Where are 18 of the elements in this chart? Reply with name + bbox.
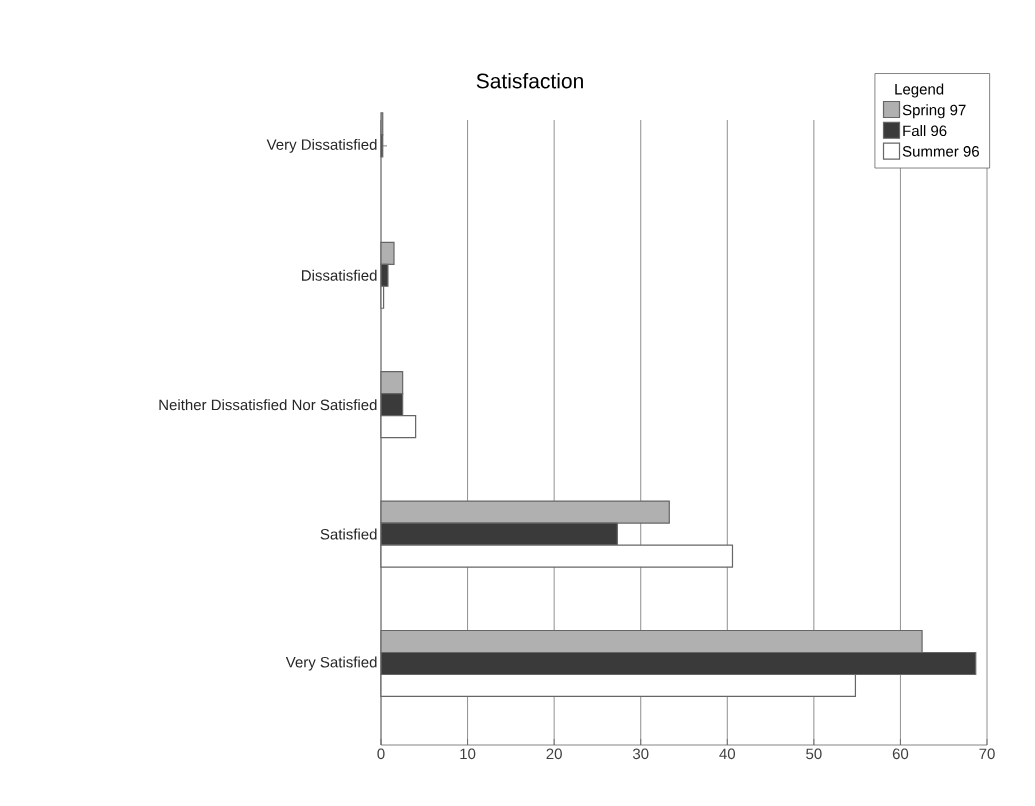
legend-label: Fall 96	[903, 125, 947, 137]
x-tick-label: 10	[460, 748, 476, 760]
y-tick-label: Very Dissatisfied	[266, 138, 377, 153]
x-tick-label: 70	[979, 748, 995, 760]
legend-label: Spring 97	[902, 104, 966, 119]
y-tick-label: Neither Dissatisfied Nor Satisfied	[159, 399, 377, 411]
legend-label: Summer 96	[902, 146, 979, 157]
y-tick-label: Satisfied	[320, 528, 377, 540]
x-tick-label: 0	[377, 748, 385, 760]
y-tick-label: Dissatisfied	[302, 269, 377, 281]
legend-title: Legend	[895, 83, 944, 98]
x-tick-label: 50	[806, 748, 822, 760]
x-tick-label: 40	[719, 748, 736, 760]
x-tick-label: 20	[546, 748, 562, 760]
chart-title: Satisfaction	[476, 73, 583, 89]
x-tick-label: 30	[632, 748, 649, 760]
y-tick-label: Very Satisfied	[285, 656, 377, 671]
x-tick-label: 60	[892, 748, 909, 760]
